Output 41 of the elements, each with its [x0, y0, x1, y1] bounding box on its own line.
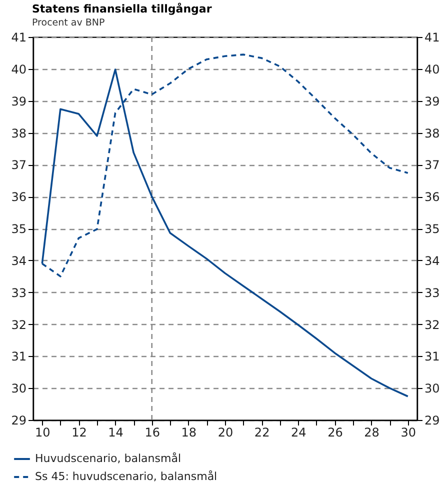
y-tick-label: 33 [11, 286, 26, 300]
y-tick-label: 29 [11, 414, 26, 428]
y2-tick-label: 39 [424, 94, 440, 108]
y-tick-label: 34 [11, 254, 26, 268]
y2-tick-label: 34 [424, 254, 440, 268]
x-tick-label: 16 [144, 426, 160, 440]
x-tick-label: 14 [108, 426, 124, 440]
x-tick-label: 24 [291, 426, 306, 440]
y2-tick-label: 41 [424, 30, 440, 44]
y-tick-label: 38 [11, 126, 26, 140]
y-tick-label: 31 [11, 350, 26, 364]
y2-tick-label: 33 [424, 286, 440, 300]
y2-tick-label: 36 [424, 190, 440, 204]
x-tick-label: 28 [364, 426, 380, 440]
y2-tick-label: 35 [424, 222, 440, 236]
y-tick-label: 32 [11, 318, 26, 332]
legend-label: Ss 45: huvudscenario, balansmål [35, 470, 218, 483]
y-tick-label: 35 [11, 222, 26, 236]
x-tick-label: 22 [254, 426, 270, 440]
x-tick-label: 30 [400, 426, 416, 440]
y-tick-label: 37 [11, 158, 26, 172]
y2-tick-label: 30 [424, 382, 440, 396]
legend-label: Huvudscenario, balansmål [35, 452, 182, 465]
x-tick-label: 10 [35, 426, 50, 440]
x-tick-label: 20 [218, 426, 234, 440]
x-tick-label: 26 [328, 426, 343, 440]
y2-tick-label: 29 [424, 414, 440, 428]
y-tick-label: 40 [11, 62, 26, 76]
y2-tick-label: 31 [424, 350, 440, 364]
chart-subtitle: Procent av BNP [32, 18, 105, 28]
y-tick-label: 41 [11, 30, 26, 44]
y-tick-label: 39 [11, 94, 26, 108]
y2-tick-label: 40 [424, 62, 440, 76]
y2-tick-label: 37 [424, 158, 440, 172]
y-tick-label: 36 [11, 190, 26, 204]
y2-tick-label: 38 [424, 126, 440, 140]
x-tick-label: 12 [72, 426, 87, 440]
y-tick-label: 30 [11, 382, 26, 396]
chart-title: Statens finansiella tillgångar [32, 2, 212, 16]
x-tick-label: 18 [181, 426, 197, 440]
y2-tick-label: 32 [424, 318, 440, 332]
